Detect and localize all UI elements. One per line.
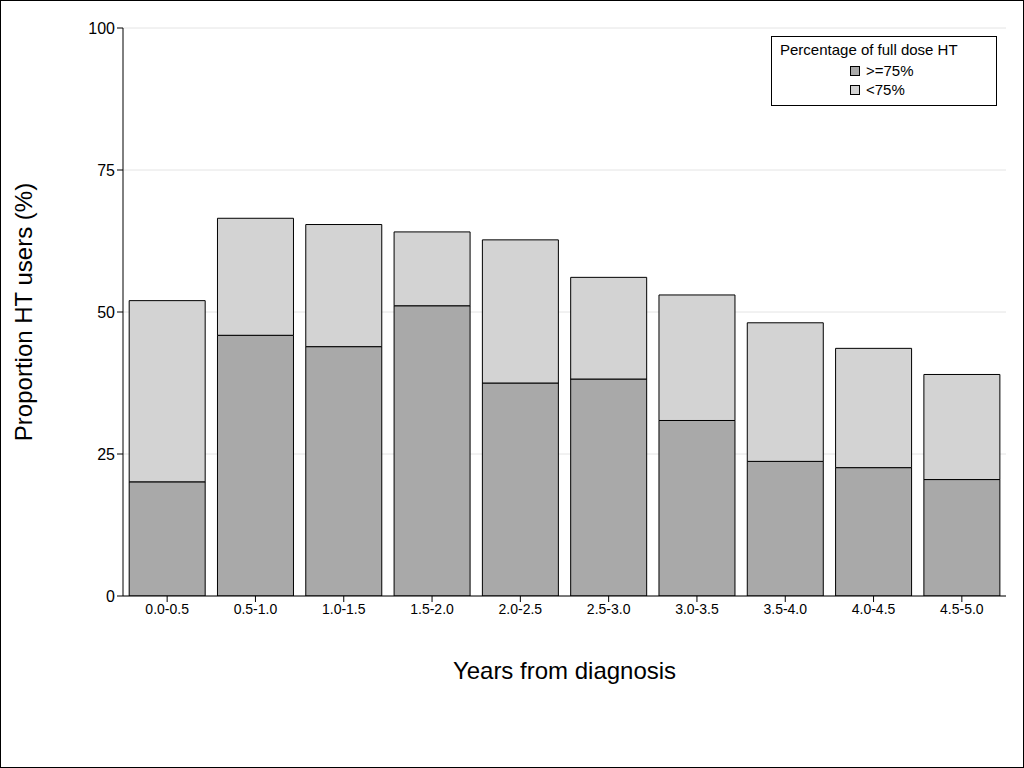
svg-text:0.5-1.0: 0.5-1.0 bbox=[234, 601, 278, 617]
svg-text:0: 0 bbox=[106, 588, 115, 605]
svg-text:1.0-1.5: 1.0-1.5 bbox=[322, 601, 366, 617]
svg-text:50: 50 bbox=[97, 304, 115, 321]
svg-text:2.5-3.0: 2.5-3.0 bbox=[587, 601, 631, 617]
html-text:>=75%: >=75% bbox=[866, 62, 914, 79]
html-text:<75%: <75% bbox=[866, 81, 905, 98]
svg-text:4.5-5.0: 4.5-5.0 bbox=[940, 601, 984, 617]
svg-text:4.0-4.5: 4.0-4.5 bbox=[852, 601, 896, 617]
svg-text:2.0-2.5: 2.0-2.5 bbox=[499, 601, 543, 617]
svg-text:Proportion HT users (%): Proportion HT users (%) bbox=[10, 183, 37, 441]
svg-text:0.0-0.5: 0.0-0.5 bbox=[145, 601, 189, 617]
html-text:Percentage of full dose HT: Percentage of full dose HT bbox=[780, 41, 958, 58]
svg-text:Years from diagnosis: Years from diagnosis bbox=[453, 657, 676, 684]
svg-text:25: 25 bbox=[97, 446, 115, 463]
svg-text:75: 75 bbox=[97, 162, 115, 179]
svg-text:100: 100 bbox=[88, 20, 115, 37]
svg-text:3.5-4.0: 3.5-4.0 bbox=[763, 601, 807, 617]
svg-text:1.5-2.0: 1.5-2.0 bbox=[410, 601, 454, 617]
svg-text:3.0-3.5: 3.0-3.5 bbox=[675, 601, 719, 617]
